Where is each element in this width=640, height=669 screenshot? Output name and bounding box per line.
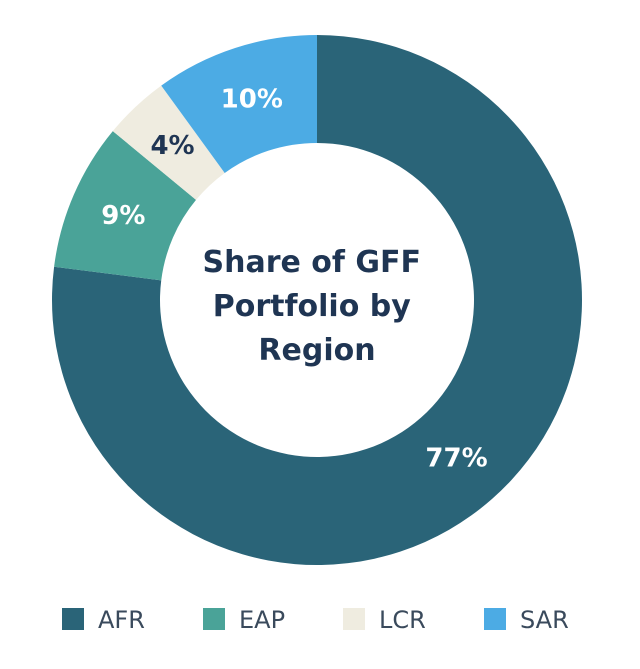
slice-label-sar: 10% bbox=[221, 84, 283, 114]
chart-title-line-3: Region bbox=[258, 333, 375, 368]
legend-label-lcr: LCR bbox=[379, 606, 426, 634]
slice-sar bbox=[161, 35, 317, 173]
slice-value-labels: 77% 9% 4% 10% bbox=[101, 84, 487, 473]
legend: AFR EAP LCR SAR bbox=[62, 606, 569, 634]
slice-label-afr: 77% bbox=[425, 443, 487, 473]
slice-label-lcr: 4% bbox=[150, 131, 194, 161]
donut-slices bbox=[51, 35, 582, 565]
chart-title-line-1: Share of GFF bbox=[203, 245, 422, 280]
legend-swatch-afr bbox=[62, 608, 84, 630]
legend-label-sar: SAR bbox=[520, 606, 569, 634]
chart-title: Share of GFF Portfolio by Region bbox=[203, 245, 432, 368]
legend-label-afr: AFR bbox=[98, 606, 145, 634]
slice-label-eap: 9% bbox=[101, 201, 145, 231]
slice-afr bbox=[51, 35, 582, 565]
slice-eap bbox=[54, 131, 197, 281]
legend-swatch-lcr bbox=[343, 608, 365, 630]
legend-swatch-sar bbox=[484, 608, 506, 630]
legend-label-eap: EAP bbox=[239, 606, 285, 634]
chart-title-line-2: Portfolio by bbox=[213, 289, 411, 324]
legend-swatch-eap bbox=[203, 608, 225, 630]
slice-lcr bbox=[112, 85, 225, 200]
